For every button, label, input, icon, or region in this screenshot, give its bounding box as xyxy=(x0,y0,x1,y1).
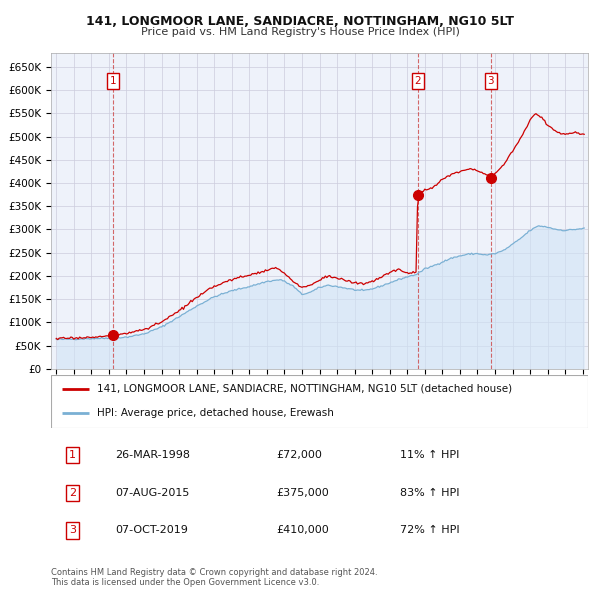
Text: 3: 3 xyxy=(69,526,76,535)
Text: 07-AUG-2015: 07-AUG-2015 xyxy=(115,488,190,497)
Text: 141, LONGMOOR LANE, SANDIACRE, NOTTINGHAM, NG10 5LT: 141, LONGMOOR LANE, SANDIACRE, NOTTINGHA… xyxy=(86,15,514,28)
Text: Price paid vs. HM Land Registry's House Price Index (HPI): Price paid vs. HM Land Registry's House … xyxy=(140,27,460,37)
Text: 3: 3 xyxy=(488,76,494,86)
FancyBboxPatch shape xyxy=(51,375,588,428)
Text: 83% ↑ HPI: 83% ↑ HPI xyxy=(400,488,460,497)
Text: 72% ↑ HPI: 72% ↑ HPI xyxy=(400,526,460,535)
Text: 1: 1 xyxy=(110,76,116,86)
Text: 2: 2 xyxy=(69,488,76,497)
Text: 07-OCT-2019: 07-OCT-2019 xyxy=(115,526,188,535)
Text: 2: 2 xyxy=(415,76,421,86)
Text: 26-MAR-1998: 26-MAR-1998 xyxy=(115,450,190,460)
Text: HPI: Average price, detached house, Erewash: HPI: Average price, detached house, Erew… xyxy=(97,408,334,418)
Text: 1: 1 xyxy=(69,450,76,460)
Text: £72,000: £72,000 xyxy=(277,450,322,460)
Text: Contains HM Land Registry data © Crown copyright and database right 2024.
This d: Contains HM Land Registry data © Crown c… xyxy=(51,568,377,587)
Text: 11% ↑ HPI: 11% ↑ HPI xyxy=(400,450,460,460)
Text: £375,000: £375,000 xyxy=(277,488,329,497)
Text: 141, LONGMOOR LANE, SANDIACRE, NOTTINGHAM, NG10 5LT (detached house): 141, LONGMOOR LANE, SANDIACRE, NOTTINGHA… xyxy=(97,384,512,394)
Text: £410,000: £410,000 xyxy=(277,526,329,535)
